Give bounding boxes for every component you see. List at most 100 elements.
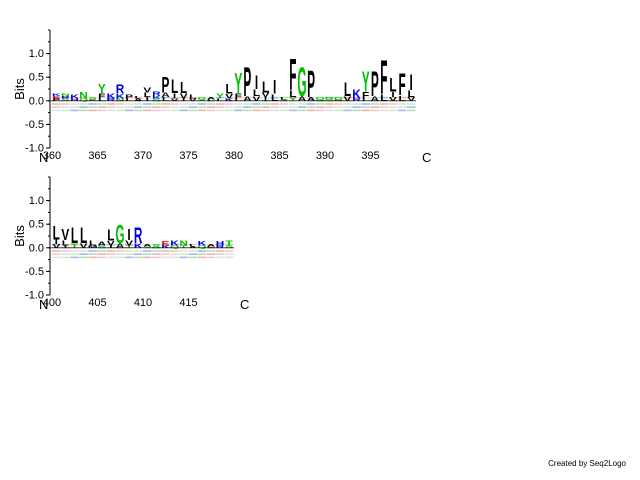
logo-noise-mark [188,243,197,246]
logo-noise-mark [270,106,279,108]
logo-noise-mark [206,250,216,252]
logo-noise-mark [224,106,234,108]
logo-noise-mark [261,96,270,99]
logo-noise-mark [197,103,207,105]
logo-letter: V [143,86,151,94]
logo-noise-mark [161,109,170,112]
logo-stack: VL [188,94,197,112]
logo-noise-mark [224,243,234,246]
y-axis-label: Bits [12,225,27,247]
logo-noise-mark [70,103,79,105]
logo-noise-mark [152,103,161,105]
logo-letter: P [162,72,170,97]
logo-letter: P [371,64,379,104]
logo-stack: LF [397,67,407,112]
logo-noise-mark [161,253,170,255]
logo-noise-mark [106,253,116,255]
logo-letter: I [391,91,395,99]
logo-stack: VL [343,80,353,112]
logo-noise-mark [406,106,416,108]
logo-letter: Y [98,81,106,96]
logo-noise-mark [106,250,116,252]
c-terminus-label: C [240,297,249,312]
logo-noise-mark [306,106,316,108]
logo-noise-mark [215,243,225,246]
logo-letter: L [262,78,270,96]
logo-noise-mark [133,243,143,246]
logo-letter: F [235,92,242,100]
logo-letter: L [98,98,105,102]
logo-noise-mark [306,96,316,99]
logo-noise-mark [161,106,170,108]
logo-noise-mark [297,109,307,112]
logo-letter: G [316,99,326,101]
logo-noise-mark [52,256,61,259]
logo-letter: L [80,223,87,248]
logo-noise-mark [52,96,61,99]
logo-noise-mark [179,256,188,259]
logo-noise-mark [70,256,79,259]
logo-letter: K [352,87,361,102]
logo-letter: A [207,243,216,247]
logo-noise-mark [224,256,234,259]
logo-letter: V [344,95,353,102]
logo-letter: R [134,223,143,248]
logo-noise-mark [343,109,352,112]
logo-noise-mark [52,109,61,112]
logo-noise-mark [297,103,307,105]
logo-noise-mark [170,103,179,105]
logo-letter: I [264,96,267,102]
y-tick-label: -0.5 [25,266,44,278]
logo-noise-mark [206,103,216,105]
logo-noise-mark [197,256,207,259]
logo-letter: I [173,92,177,100]
logo-noise-mark [143,106,152,108]
logo-noise-mark [325,106,334,108]
logo-noise-mark [243,96,252,99]
logo-noise-mark [188,256,197,259]
logo-noise-mark [79,253,88,255]
logo-noise-mark [124,250,134,252]
logo-noise-mark [97,250,106,252]
logo-noise-mark [143,253,152,255]
logo-letter: K [225,98,235,102]
logo-letter: V [253,95,262,102]
logo-letter: L [344,80,351,100]
logo-letter: N [61,93,70,97]
logo-stack: LI [270,78,279,112]
logo-noise-mark [224,103,234,105]
logo-noise-mark [70,250,79,252]
logo-noise-mark [188,250,197,252]
logo-noise-mark [61,253,70,255]
logo-letter: K [107,92,116,100]
logo-noise-mark [170,96,179,99]
logo-noise-mark [206,109,216,112]
logo-noise-mark [133,103,143,105]
logo-letter: Y [289,96,297,102]
logo-stack: QK [170,239,180,259]
logo-noise-mark [197,109,207,112]
x-tick-label: 410 [134,297,152,309]
credit-text: Created by Seq2Logo [548,459,626,468]
logo-noise-mark [61,109,70,112]
logo-noise-mark [288,103,298,105]
logo-letter: I [146,96,149,102]
logo-noise-mark [252,109,261,112]
logo-noise-mark [115,106,125,108]
logo-noise-mark [179,250,188,252]
logo-noise-mark [143,103,152,105]
logo-stack: SG [197,96,207,112]
logo-noise-mark [388,96,398,99]
logo-letter: I [109,245,112,249]
logo-noise-mark [143,250,152,252]
logo-noise-mark [52,103,61,105]
logo-noise-mark [261,106,270,108]
logo-noise-mark [61,250,70,252]
logo-stack: TN [179,239,188,259]
logo-letter: I [64,245,67,249]
logo-noise-mark [79,256,88,259]
logo-stack: DQ [334,96,343,112]
logo-noise-mark [61,256,70,259]
logo-noise-mark [79,250,88,252]
logo-noise-mark [88,253,97,255]
